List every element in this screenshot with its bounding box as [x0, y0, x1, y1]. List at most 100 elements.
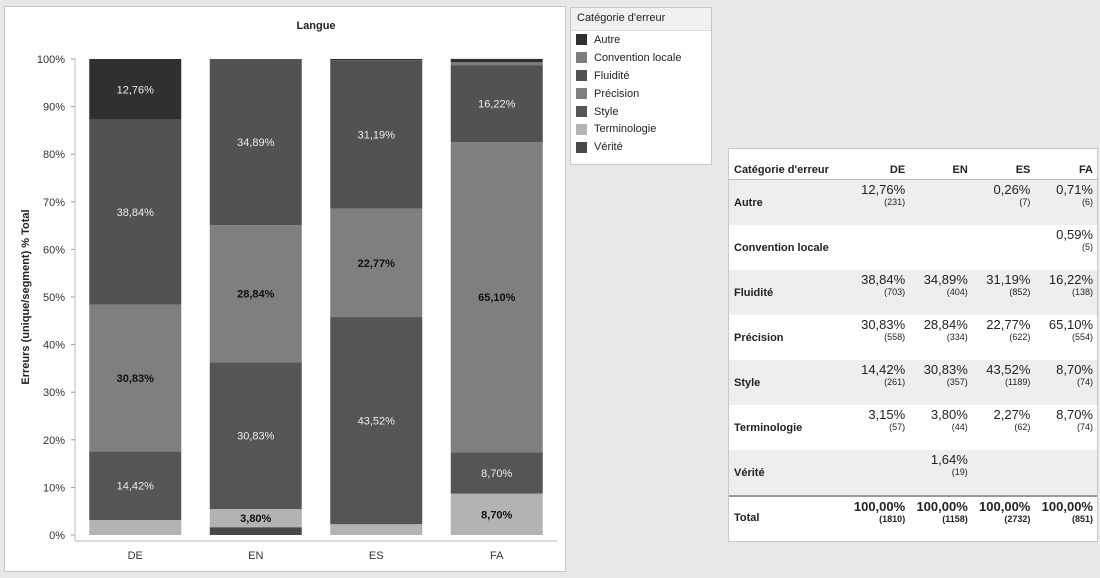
data-label-fa-style: 8,70% [481, 468, 512, 480]
column-header-de: DE [846, 161, 910, 180]
chart-title: Langue [296, 20, 335, 32]
table-row: Convention locale 0,59% (5) [729, 225, 1097, 270]
table-cell: 38,84% (703) [846, 270, 910, 315]
table-cell: 65,10% (554) [1034, 315, 1097, 360]
y-tick-label: 10% [43, 482, 65, 494]
bar-segment-de-precision [89, 304, 182, 452]
table-cell: 100,00% (1158) [909, 495, 972, 539]
table-cell: 43,52% (1189) [971, 360, 1035, 405]
table-cell [909, 225, 972, 270]
legend-items: Autre Convention locale Fluidité Précision S… [571, 31, 711, 156]
table-cell: 16,22% (138) [1034, 270, 1097, 315]
row-label: Autre [729, 179, 847, 225]
column-header-es: ES [971, 161, 1035, 180]
cell-count: (57) [889, 422, 906, 432]
legend: Catégorie d'erreur Autre Convention local… [570, 7, 712, 165]
cell-count: (19) [951, 467, 968, 477]
data-label-de-autre: 12,76% [117, 84, 155, 96]
bar-segment-fa-precision [450, 142, 543, 453]
cell-count: (334) [946, 332, 968, 342]
error-table-panel: Catégorie d'erreur DE EN ES FA Autre 12,76% (2… [728, 148, 1098, 542]
data-label-en-precision: 28,84% [237, 289, 275, 301]
cell-count: (74) [1076, 422, 1093, 432]
legend-item-style: Style [571, 103, 711, 121]
cell-percent: 12,76% [861, 182, 906, 197]
column-header-en: EN [909, 161, 972, 180]
cell-percent: 8,70% [1056, 407, 1093, 422]
table-cell [972, 225, 1035, 270]
legend-label: Style [594, 105, 619, 118]
table-cell: 8,70% (74) [1034, 360, 1097, 405]
table-cell [847, 225, 910, 270]
table-cell: 28,84% (334) [909, 315, 972, 360]
table-cell [909, 179, 972, 225]
y-tick-label: 70% [43, 197, 65, 209]
cell-count: (1158) [942, 514, 968, 524]
cell-percent: 30,83% [861, 317, 906, 332]
table-cell: 8,70% (74) [1034, 405, 1097, 450]
bar-segment-en-precision [209, 225, 302, 363]
cell-percent: 14,42% [861, 362, 906, 377]
legend-item-autre: Autre [571, 31, 711, 49]
table-row: Précision 30,83% (558) 28,84% (334) 22,77% (62… [729, 315, 1097, 360]
table-cell: 100,00% (2732) [971, 495, 1035, 539]
legend-item-fluidite: Fluidité [571, 67, 711, 85]
row-label: Convention locale [734, 241, 829, 254]
cell-percent: 0,26% [993, 182, 1031, 197]
table-cell [846, 450, 910, 496]
legend-label: Fluidité [594, 69, 630, 82]
y-axis-label: Erreurs (unique/segment) % Total [20, 209, 32, 384]
table-row: Vérité 1,64% (19) [729, 450, 1097, 496]
bar-segment-es-terminologie [330, 524, 423, 535]
table-body: Autre 12,76% (231) 0,26% (7) 0,71% (6) Conventi… [729, 179, 1097, 539]
bar-segment-en-style [209, 362, 302, 510]
legend-label: Vérité [594, 141, 623, 154]
stacked-bar-chart: Langue Erreurs (unique/segment) % Total 0%… [20, 20, 557, 562]
cell-percent: 2,27% [993, 407, 1031, 422]
data-label-de-precision: 30,83% [117, 373, 155, 385]
table-cell: 30,83% (558) [847, 315, 910, 360]
cell-percent: 100,00% [979, 499, 1031, 514]
cell-percent: 31,19% [986, 272, 1031, 287]
legend-label: Précision [594, 87, 640, 100]
bar-segment-es-fluidite [330, 60, 423, 209]
legend-swatch [576, 34, 587, 46]
data-label-de-fluidite: 38,84% [117, 207, 155, 219]
legend-label: Convention locale [594, 51, 682, 64]
cell-percent: 65,10% [1048, 317, 1093, 332]
bar-segment-es-precision [330, 208, 423, 318]
cell-count: (138) [1071, 287, 1093, 297]
cell-count: (357) [946, 377, 968, 387]
table-cell: 100,00% (851) [1034, 495, 1097, 539]
table-cell: 30,83% (357) [909, 360, 972, 405]
table-cell: 2,27% (62) [972, 405, 1035, 450]
bar-segment-en-terminologie [209, 509, 302, 528]
bar-segment-fa-autre [450, 58, 543, 63]
x-tick-label: EN [248, 550, 263, 562]
chart-panel: Langue Erreurs (unique/segment) % Total 0%… [4, 6, 566, 572]
data-label-de-style: 14,42% [117, 481, 155, 493]
cell-percent: 16,22% [1048, 272, 1093, 287]
legend-item-convention-locale: Convention locale [571, 49, 711, 67]
cell-count: (5) [1082, 242, 1093, 252]
cell-count: (852) [1009, 287, 1031, 297]
table-row: Style 14,42% (261) 30,83% (357) 43,52% (1189) 8… [729, 360, 1097, 405]
cell-percent: 38,84% [861, 272, 906, 287]
bar-segment-fa-convention-locale [450, 62, 543, 66]
table-cell: 31,19% (852) [971, 270, 1035, 315]
cell-percent: 30,83% [923, 362, 968, 377]
table-cell: 3,80% (44) [909, 405, 972, 450]
row-label: Précision [734, 331, 784, 344]
data-label-fa-precision: 65,10% [478, 292, 516, 304]
cell-count: (62) [1014, 422, 1031, 432]
legend-swatch [576, 88, 587, 100]
table-cell: 0,26% (7) [971, 179, 1035, 225]
cell-count: (404) [946, 287, 968, 297]
error-table: Catégorie d'erreur DE EN ES FA Autre 12,76% (2… [729, 161, 1097, 539]
data-label-es-precision: 22,77% [358, 258, 396, 270]
bar-segment-es-style [330, 317, 423, 525]
bar-segment-fa-fluidite [450, 65, 543, 143]
x-tick-label: DE [128, 550, 143, 562]
data-label-es-style: 43,52% [358, 416, 396, 428]
table-row: Autre 12,76% (231) 0,26% (7) 0,71% (6) [729, 179, 1097, 225]
